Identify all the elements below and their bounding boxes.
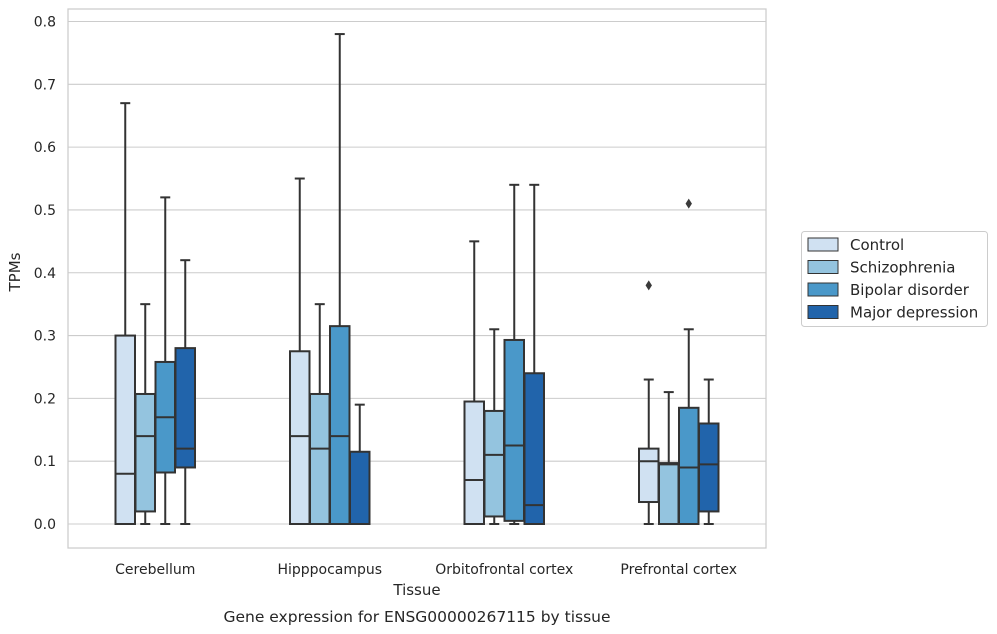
x-axis-ticks: Cerebellum Hipppocampus Orbitofrontal cort… [115, 562, 737, 578]
legend-label: Bipolar disorder [850, 281, 970, 299]
x-tick-label: Orbitofrontal cortex [435, 562, 573, 578]
box-schizophrenia [134, 303, 156, 525]
outlier-point [685, 198, 692, 209]
y-axis-ticks: 0.0 0.1 0.2 0.3 0.4 0.5 0.6 0.7 0.8 [34, 15, 56, 534]
box-schizophrenia [309, 303, 331, 525]
legend-item: Major depression [807, 304, 978, 322]
legend: Control Schizophrenia Bipolar disorder Majo… [801, 231, 988, 327]
box-schizophrenia [483, 328, 505, 525]
legend-item: Bipolar disorder [807, 281, 970, 299]
box-rect [349, 450, 371, 525]
y-tick-label: 0.5 [34, 203, 56, 219]
y-tick-label: 0.8 [34, 15, 56, 31]
legend-swatch [807, 237, 839, 252]
box-rect [638, 447, 660, 504]
y-tick-label: 0.0 [34, 517, 56, 533]
x-axis-label: Tissue [392, 581, 440, 599]
box-rect [114, 334, 136, 525]
y-axis-label: TPMs [6, 252, 24, 292]
box-rect [463, 400, 485, 525]
legend-swatch [807, 305, 839, 319]
box-major-depression [523, 183, 545, 525]
box-rect [503, 338, 525, 522]
box-control [289, 177, 311, 525]
box-control [463, 240, 485, 525]
y-tick-label: 0.2 [34, 391, 56, 407]
box-control [114, 102, 136, 525]
outlier-point [645, 280, 652, 291]
legend-frame [801, 231, 988, 327]
x-tick-label: Cerebellum [115, 562, 195, 578]
box-major-depression [698, 378, 720, 525]
chart-caption: Gene expression for ENSG00000267115 by t… [223, 608, 610, 626]
y-tick-label: 0.3 [34, 329, 56, 345]
box-bipolar-disorder [503, 183, 525, 525]
y-tick-label: 0.7 [34, 77, 56, 93]
box-rect [523, 372, 545, 525]
box-bipolar-disorder [678, 198, 700, 525]
box-rect [698, 422, 720, 513]
legend-swatch [807, 282, 839, 297]
box-bipolar-disorder [329, 33, 351, 525]
box-control [638, 280, 660, 525]
plot-area [114, 33, 720, 525]
y-tick-label: 0.1 [34, 454, 56, 470]
legend-swatch [807, 260, 839, 274]
box-rect [309, 392, 331, 525]
box-major-depression [349, 403, 371, 525]
box-rect [134, 392, 156, 513]
box-rect [678, 406, 700, 525]
box-major-depression [174, 259, 196, 525]
box-rect [174, 347, 196, 469]
y-tick-label: 0.6 [34, 140, 56, 156]
box-rect [289, 350, 311, 525]
box-schizophrenia [658, 391, 680, 525]
legend-item: Control [807, 236, 904, 254]
box-rect [329, 325, 351, 525]
legend-label: Control [850, 236, 904, 254]
y-tick-label: 0.4 [34, 266, 56, 282]
plot-frame [67, 8, 767, 549]
box-bipolar-disorder [154, 196, 176, 525]
legend-label: Major depression [850, 304, 978, 322]
legend-label: Schizophrenia [850, 259, 955, 277]
legend-item: Schizophrenia [807, 259, 955, 277]
box-rect [483, 409, 505, 518]
x-tick-label: Hipppocampus [277, 562, 382, 578]
x-tick-label: Prefrontal cortex [620, 562, 737, 578]
box-rect [658, 462, 680, 525]
